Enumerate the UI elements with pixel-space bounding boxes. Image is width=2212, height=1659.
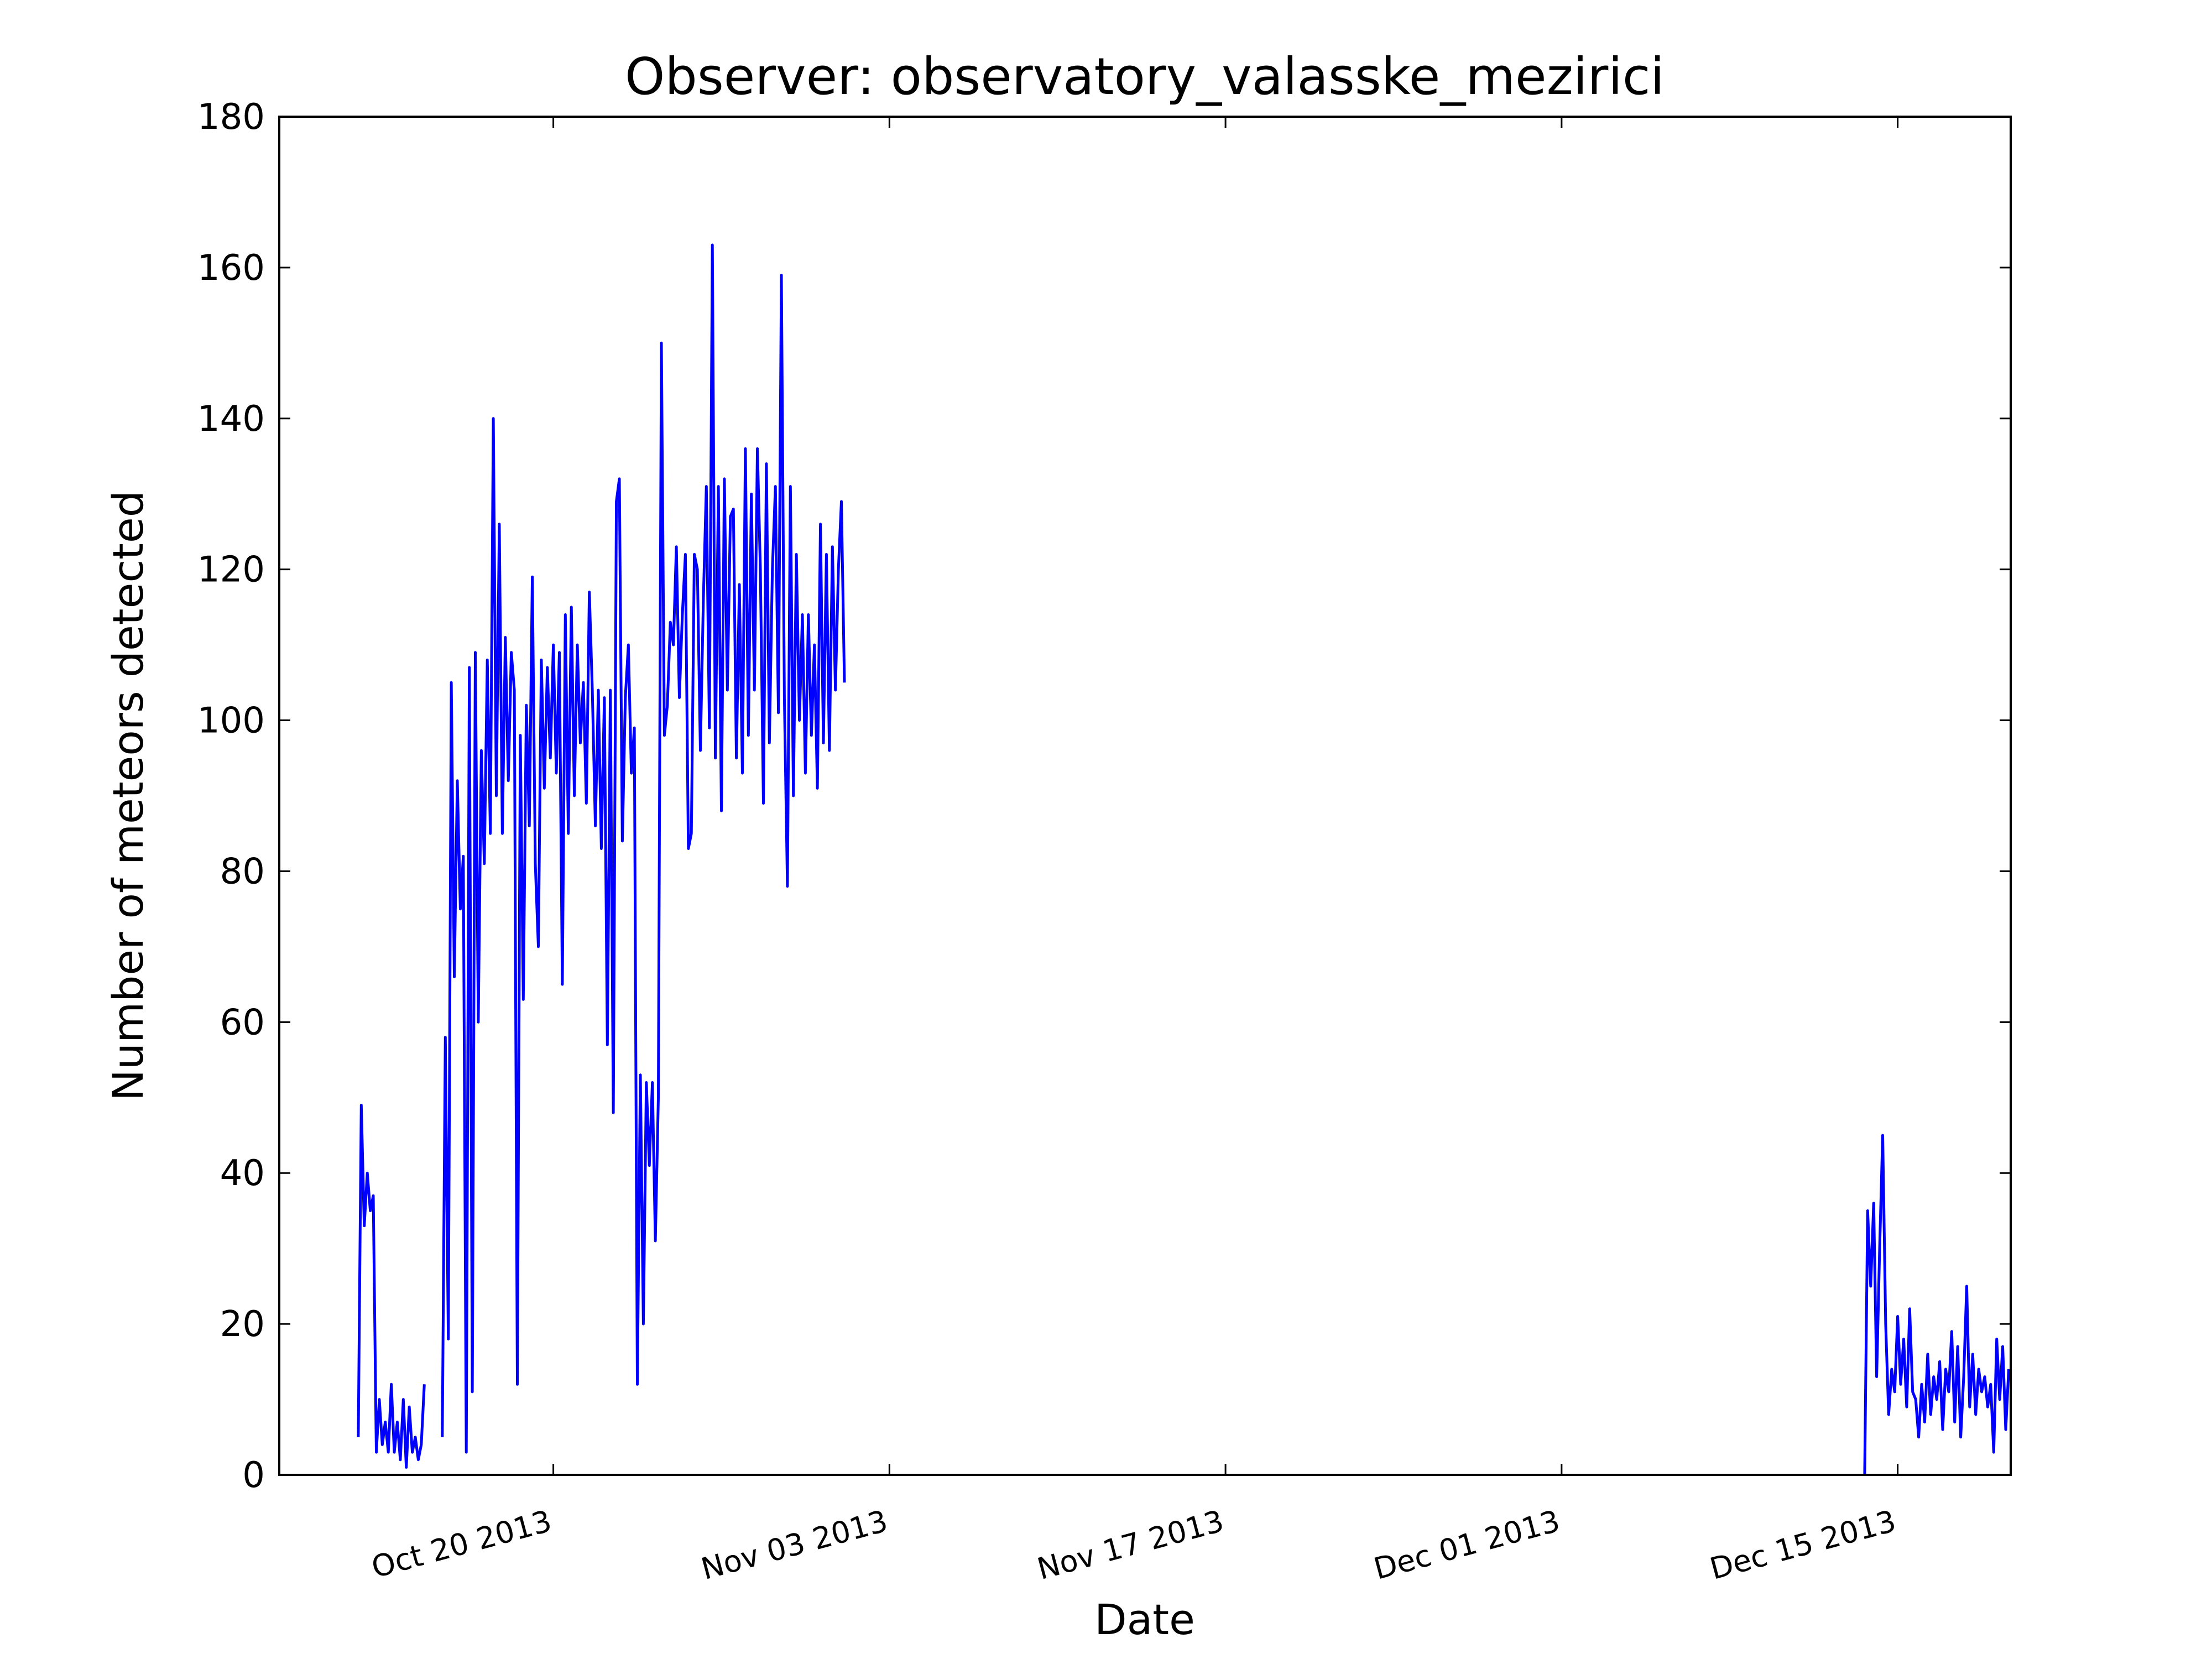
y-tick-label: 60 — [220, 1002, 265, 1043]
y-axis-label: Number of meteors detected — [103, 491, 153, 1101]
y-tick-label: 20 — [220, 1304, 265, 1345]
data-line — [357, 243, 2010, 1475]
x-axis-label: Date — [1094, 1595, 1195, 1644]
y-tick-label: 0 — [242, 1455, 265, 1496]
y-tick-label: 120 — [197, 550, 265, 591]
y-tick-label: 180 — [197, 97, 265, 138]
plot-frame — [278, 116, 2012, 1476]
chart-title: Observer: observatory_valasske_mezirici — [625, 47, 1665, 106]
y-tick-label: 100 — [197, 701, 265, 742]
y-tick-label: 80 — [220, 851, 265, 892]
y-tick-label: 40 — [220, 1153, 265, 1194]
y-tick-label: 160 — [197, 248, 265, 289]
y-tick-label: 140 — [197, 399, 265, 440]
